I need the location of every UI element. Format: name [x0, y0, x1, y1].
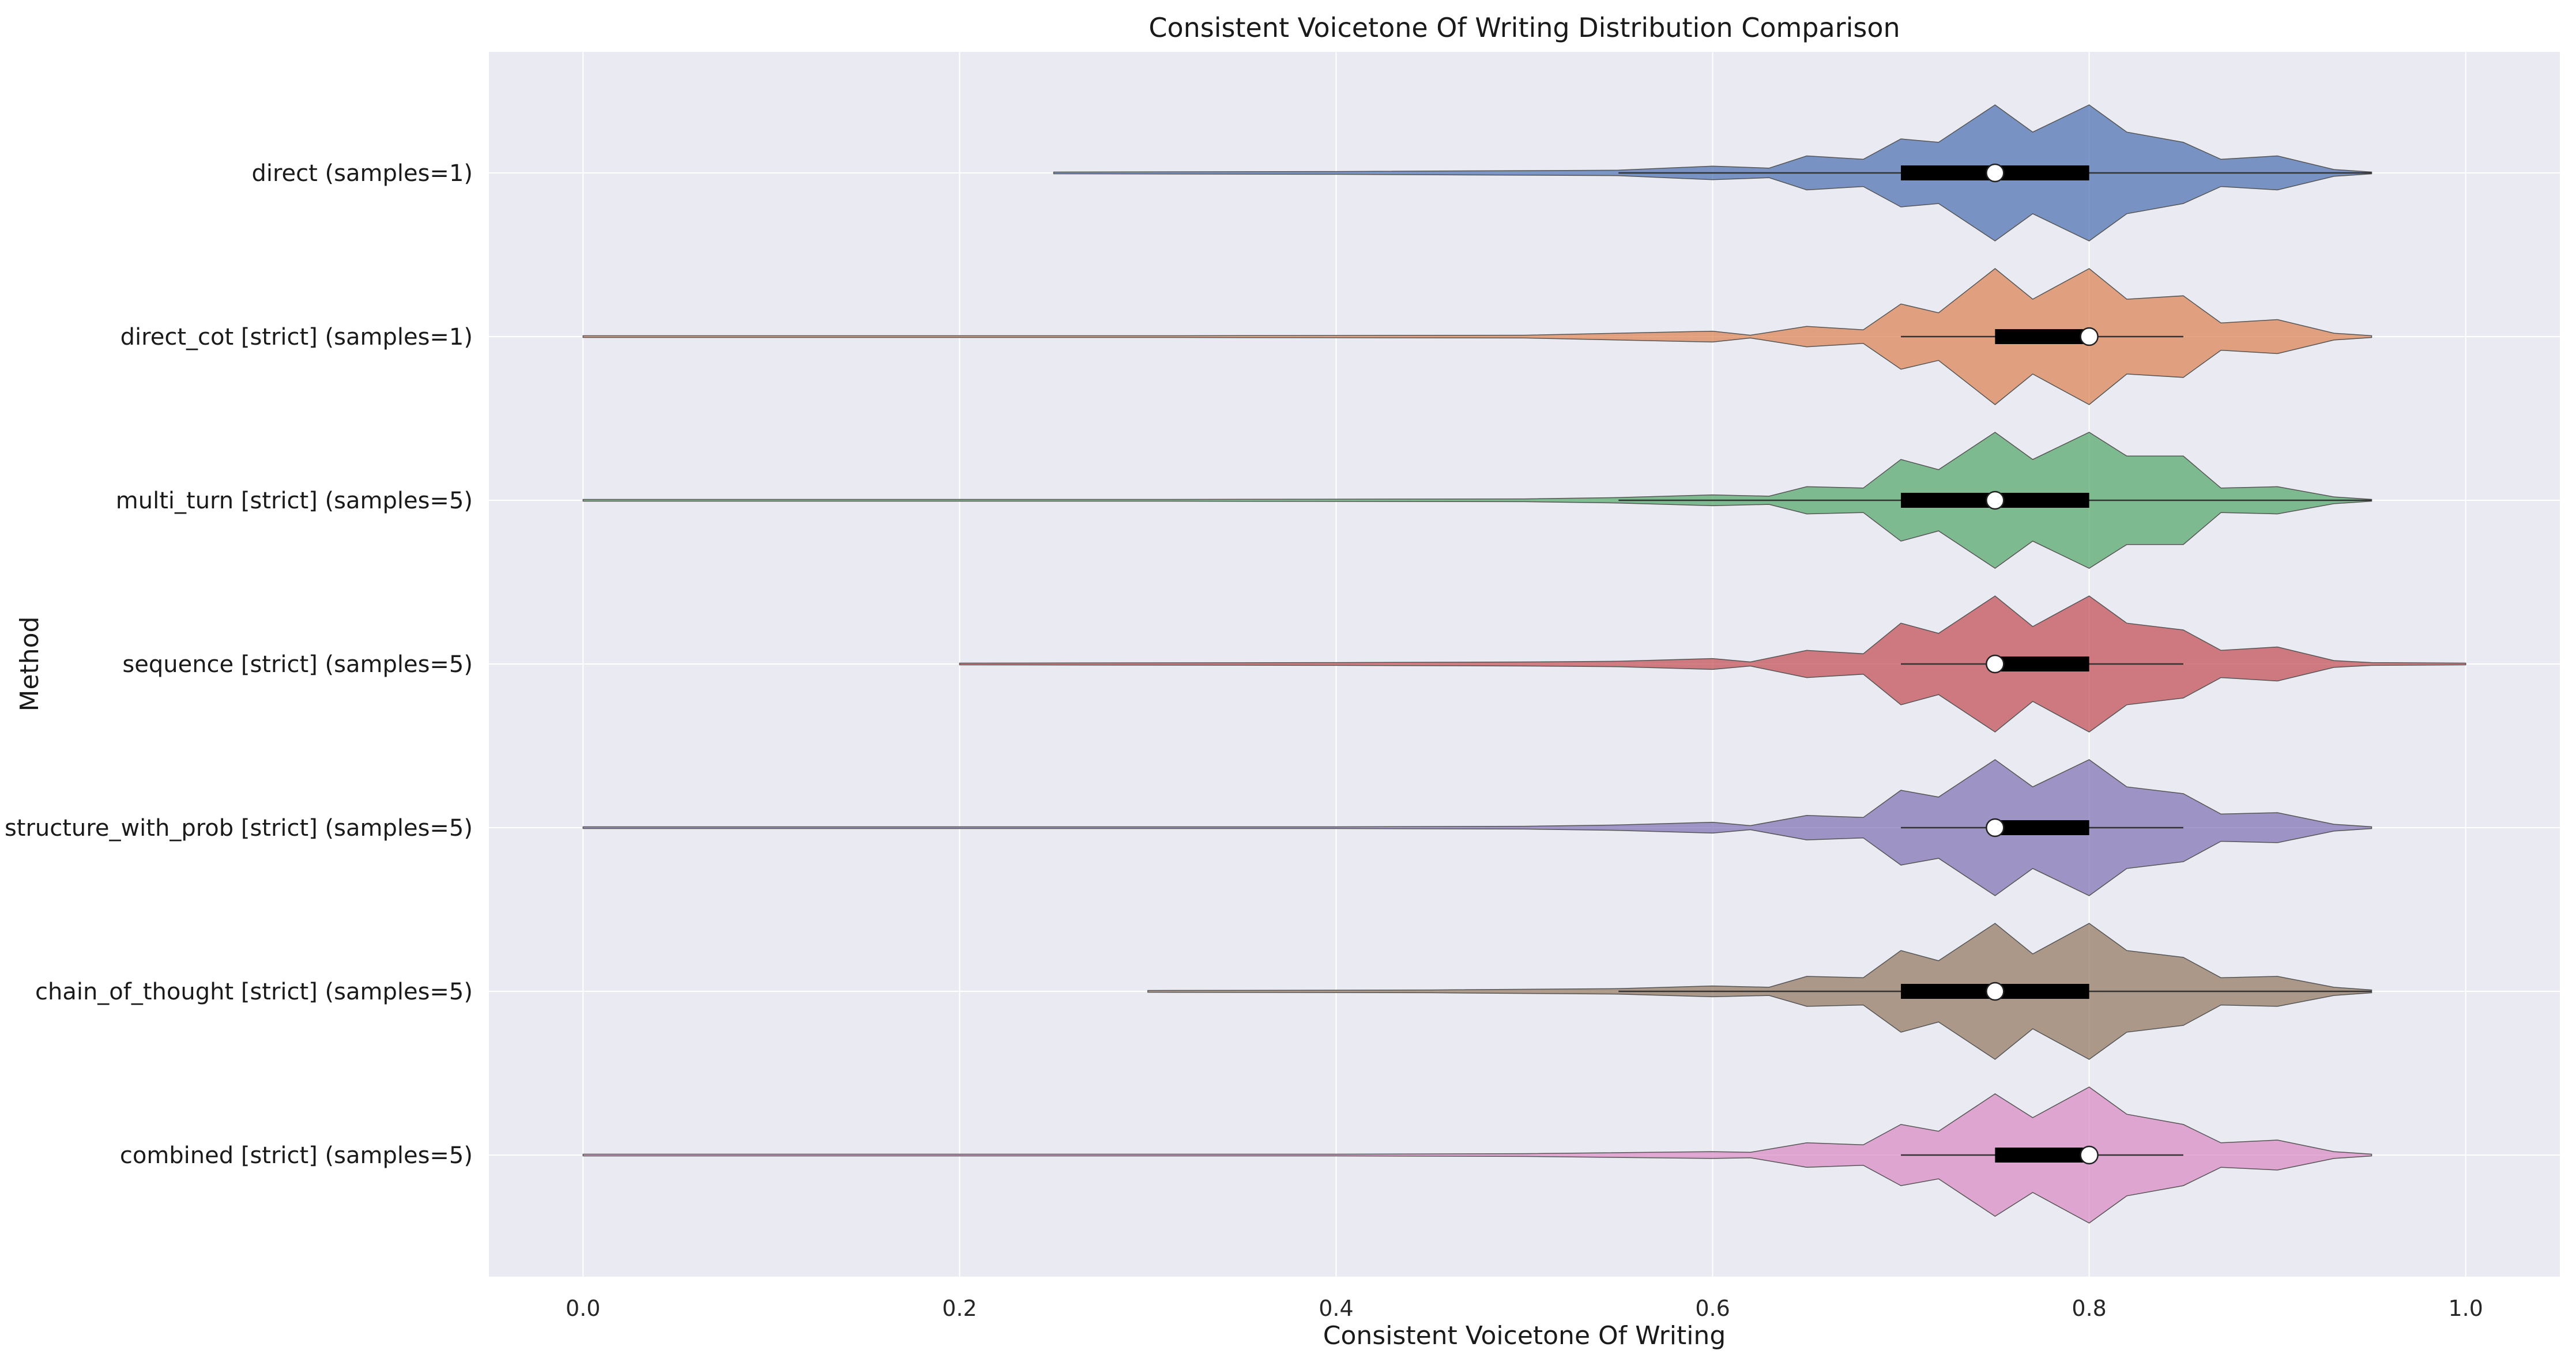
- category-label: direct_cot [strict] (samples=1): [120, 324, 473, 350]
- category-labels: direct (samples=1) direct_cot [strict] (s…: [5, 160, 473, 1169]
- violin-body: [582, 268, 2372, 405]
- y-axis-label: Method: [15, 616, 44, 711]
- violin-group: [582, 1086, 2372, 1224]
- median-point: [1986, 163, 2005, 183]
- median-point: [2080, 1145, 2099, 1165]
- violin-group: [582, 268, 2372, 405]
- violin-body: [582, 759, 2372, 896]
- x-tick-label: 0.6: [1695, 1296, 1730, 1321]
- iqr-box: [1995, 329, 2089, 344]
- category-label: multi_turn [strict] (samples=5): [116, 488, 473, 514]
- category-label: chain_of_thought [strict] (samples=5): [35, 979, 473, 1005]
- iqr-box: [1995, 820, 2089, 835]
- x-axis-label: Consistent Voicetone Of Writing: [1323, 1321, 1726, 1350]
- iqr-box: [1995, 656, 2089, 671]
- violin-group: [959, 595, 2466, 733]
- category-label: direct (samples=1): [251, 160, 473, 187]
- x-tick-label: 1.0: [2449, 1296, 2483, 1321]
- median-point: [1986, 982, 2005, 1001]
- category-label: combined [strict] (samples=5): [120, 1142, 473, 1169]
- violin-group: [1147, 923, 2372, 1060]
- median-point: [1986, 818, 2005, 837]
- category-label: sequence [strict] (samples=5): [122, 651, 473, 678]
- violin-body: [959, 595, 2466, 733]
- x-tick-labels: 0.0 0.2 0.4 0.6 0.8 1.0: [566, 1296, 2483, 1321]
- median-point: [2080, 327, 2099, 346]
- violin-group: [582, 759, 2372, 896]
- median-point: [1986, 490, 2005, 510]
- category-label: structure_with_prob [strict] (samples=5): [5, 815, 473, 842]
- median-point: [1986, 654, 2005, 674]
- chart-title: Consistent Voicetone Of Writing Distribu…: [1148, 12, 1900, 43]
- violin-group: [582, 432, 2372, 569]
- iqr-box: [1995, 1148, 2089, 1163]
- violin-body: [582, 432, 2372, 569]
- x-tick-label: 0.2: [942, 1296, 977, 1321]
- violin-body: [582, 1086, 2372, 1224]
- x-tick-label: 0.0: [566, 1296, 600, 1321]
- violin-group: [1053, 104, 2372, 241]
- x-tick-label: 0.8: [2072, 1296, 2106, 1321]
- x-tick-label: 0.4: [1319, 1296, 1353, 1321]
- violins: [582, 104, 2466, 1224]
